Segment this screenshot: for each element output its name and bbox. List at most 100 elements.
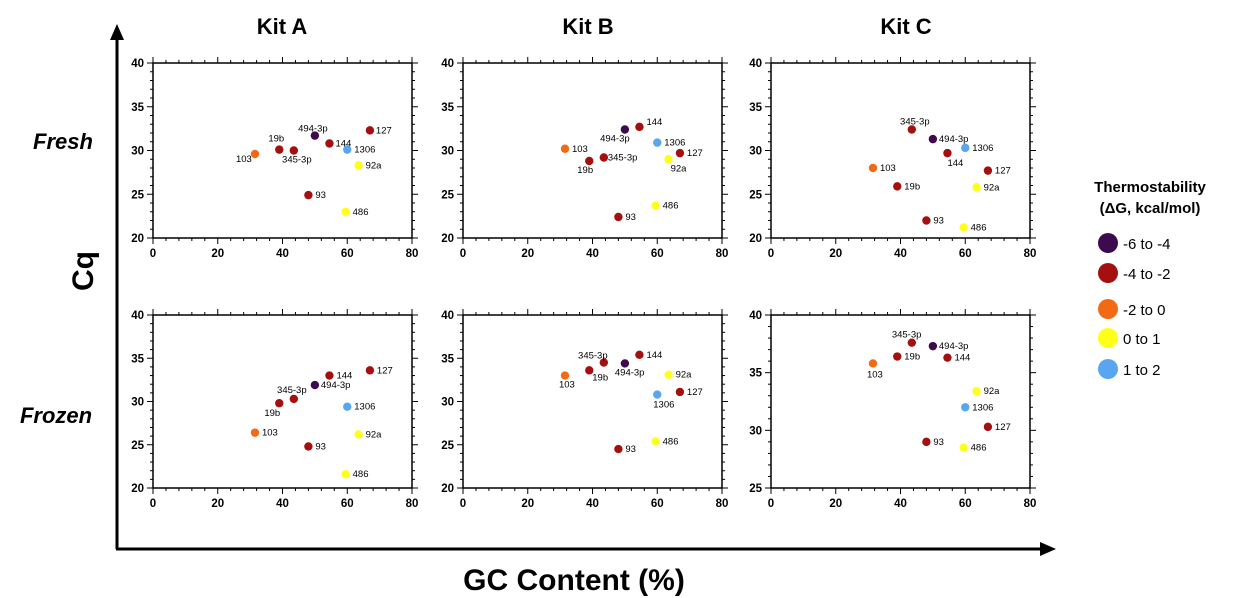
point-label: 345-3p [608, 153, 638, 164]
point-label: 127 [377, 365, 393, 376]
y-tick-label: 35 [749, 368, 762, 380]
point-label: 19b [268, 134, 284, 145]
y-tick-label: 25 [441, 440, 454, 452]
data-point [289, 394, 299, 404]
data-point [893, 182, 902, 191]
x-tick-label: 60 [341, 498, 354, 510]
data-point [620, 125, 630, 134]
point-label: 127 [687, 148, 703, 159]
data-point [959, 443, 968, 452]
point-label: 93 [315, 441, 326, 452]
data-point [250, 149, 260, 159]
point-label: 144 [954, 353, 970, 364]
data-point [310, 380, 320, 390]
point-label: 92a [366, 429, 383, 440]
x-tick-label: 60 [341, 248, 354, 260]
legend-label-neg4-neg2: -4 to -2 [1123, 266, 1171, 283]
point-label: 127 [376, 125, 392, 136]
y-tick-label: 25 [131, 189, 144, 201]
legend: Thermostability (ΔG, kcal/mol) -6 to -4 … [1094, 179, 1207, 379]
x-tick-label: 60 [651, 498, 664, 510]
legend-label-1-2: 1 to 2 [1123, 362, 1161, 379]
column-title-kit-a: Kit A [257, 14, 308, 39]
point-label: 92a [676, 370, 693, 381]
point-label: 1306 [664, 138, 685, 149]
static-layer: Kit A Kit B Kit C Fresh Frozen Cq GC Con… [20, 14, 1207, 597]
point-label: 92a [984, 386, 1001, 397]
data-point [907, 125, 917, 134]
point-label: 1306 [972, 402, 993, 413]
y-tick-label: 35 [749, 102, 762, 114]
point-label: 1306 [972, 143, 993, 154]
point-label: 93 [625, 444, 636, 455]
y-tick-label: 30 [131, 397, 144, 409]
data-point [560, 144, 570, 153]
point-label: 486 [663, 436, 679, 447]
point-label: 93 [933, 216, 944, 227]
y-tick-label: 35 [131, 102, 144, 114]
y-tick-label: 20 [441, 233, 454, 245]
point-label: 103 [262, 428, 278, 439]
y-tick-label: 40 [441, 310, 454, 322]
data-point [275, 399, 284, 408]
y-tick-label: 20 [131, 233, 144, 245]
point-label: 486 [971, 443, 987, 454]
data-point [664, 370, 673, 379]
data-point [959, 223, 968, 232]
data-point [325, 371, 334, 380]
data-point [354, 161, 363, 170]
point-label: 103 [236, 154, 252, 165]
point-label: 92a [366, 160, 383, 171]
data-point [943, 353, 952, 362]
data-point [653, 390, 662, 399]
data-point [310, 131, 320, 140]
y-tick-label: 30 [749, 146, 762, 158]
point-label: 127 [687, 387, 703, 398]
x-tick-label: 80 [1024, 498, 1037, 510]
point-label: 486 [971, 223, 987, 234]
y-tick-label: 20 [441, 483, 454, 495]
y-tick-label: 40 [131, 58, 144, 70]
x-tick-label: 0 [150, 498, 156, 510]
point-label: 494-3p [321, 380, 351, 391]
plot-frame [462, 314, 723, 489]
data-point [675, 387, 685, 397]
data-point [275, 145, 284, 154]
data-point [289, 146, 299, 155]
point-label: 486 [353, 469, 369, 480]
legend-label-neg2-0: -2 to 0 [1123, 302, 1166, 319]
x-tick-label: 20 [211, 248, 224, 260]
panel-kit-c-frozen: 25 30 35 40 0 20 40 60 80 345-3p 494-3p 19b 144 103 92… [749, 309, 1036, 510]
x-tick-label: 0 [768, 498, 774, 510]
y-tick-label: 35 [441, 353, 454, 365]
y-tick-label: 30 [131, 146, 144, 158]
point-label: 127 [995, 422, 1011, 433]
x-tick-label: 0 [768, 248, 774, 260]
x-tick-label: 40 [276, 248, 289, 260]
data-point [928, 341, 938, 351]
point-label: 1306 [354, 402, 375, 413]
x-tick-label: 0 [460, 498, 466, 510]
x-tick-label: 0 [460, 248, 466, 260]
point-label: 93 [933, 437, 944, 448]
data-point [868, 163, 878, 173]
x-tick-label: 60 [959, 498, 972, 510]
x-tick-label: 80 [406, 248, 419, 260]
point-label: 144 [646, 117, 662, 128]
data-point [304, 190, 313, 200]
data-point [664, 155, 673, 164]
point-label: 103 [559, 380, 575, 391]
point-label: 345-3p [900, 117, 930, 128]
point-label: 127 [995, 166, 1011, 177]
point-label: 144 [335, 139, 351, 150]
point-label: 486 [353, 207, 369, 218]
data-point [343, 145, 352, 154]
point-label: 19b [904, 181, 920, 192]
data-point [325, 139, 334, 148]
y-tick-label: 35 [131, 353, 144, 365]
legend-label-neg6-neg4: -6 to -4 [1123, 236, 1171, 253]
point-label: 345-3p [578, 351, 608, 362]
